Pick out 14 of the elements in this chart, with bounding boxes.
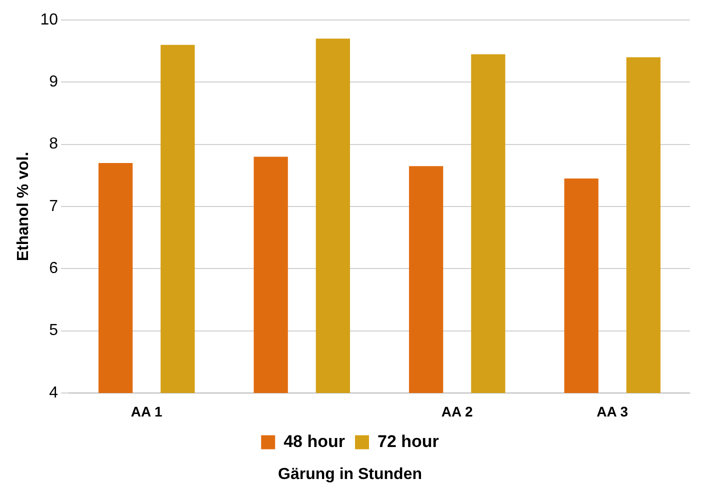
y-tick-label: 6: [49, 260, 58, 278]
y-tick-label: 4: [49, 384, 58, 402]
y-tick-label: 9: [49, 74, 58, 91]
legend-label: 48 hour: [284, 432, 346, 451]
y-tick-label: 7: [49, 198, 58, 215]
x-axis-title: Gärung in Stunden: [278, 466, 422, 483]
y-tick-label: 10: [40, 11, 58, 28]
x-tick-label: AA 2: [441, 403, 474, 420]
x-tick-label: AA 3: [596, 403, 628, 420]
x-tick-label: AA 1: [130, 403, 163, 420]
y-tick-label: 8: [49, 136, 58, 153]
legend-label: 72 hour: [378, 432, 440, 451]
y-tick-label: 5: [49, 322, 58, 340]
y-axis-title: Ethanol % vol.: [15, 152, 32, 262]
